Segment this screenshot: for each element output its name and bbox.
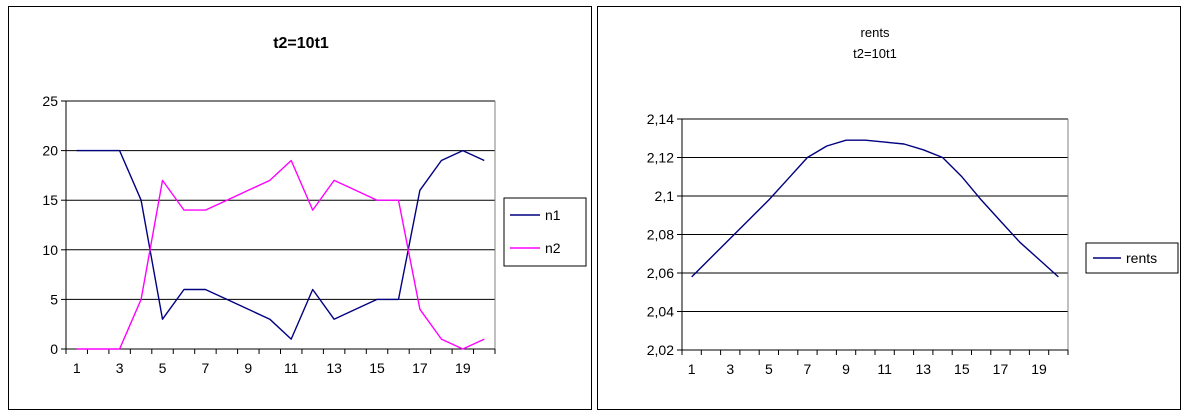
legend-label-n2: n2 bbox=[545, 240, 561, 256]
x-tick-label: 9 bbox=[842, 361, 850, 377]
x-tick-label: 3 bbox=[116, 360, 124, 376]
x-tick-label: 15 bbox=[369, 360, 385, 376]
y-tick-label: 25 bbox=[42, 93, 58, 109]
legend-box bbox=[503, 197, 587, 267]
x-tick-label: 5 bbox=[159, 360, 167, 376]
y-tick-label: 10 bbox=[42, 242, 58, 258]
y-tick-label: 2,14 bbox=[647, 111, 674, 127]
x-tick-label: 7 bbox=[202, 360, 210, 376]
legend: n1 n2 bbox=[503, 197, 587, 267]
y-tick-label: 15 bbox=[42, 192, 58, 208]
y-tick-label: 2,06 bbox=[647, 265, 674, 281]
x-tick-label: 17 bbox=[412, 360, 428, 376]
series-line-rents bbox=[691, 139, 1059, 278]
y-tick-label: 0 bbox=[50, 341, 58, 357]
x-tick-label: 1 bbox=[688, 361, 696, 377]
x-tick-label: 7 bbox=[804, 361, 812, 377]
y-tick-label: 20 bbox=[42, 143, 58, 159]
chart-subtitle: t2=10t1 bbox=[853, 46, 897, 61]
series-line-n2 bbox=[76, 159, 485, 350]
chart-panel-rents: rents t2=10t1 2,02 2,04 2,06 2,08 2,1 2,12 2,1… bbox=[597, 6, 1181, 410]
x-tick-label: 1 bbox=[73, 360, 81, 376]
legend: rents bbox=[1085, 242, 1179, 274]
y-tick-label: 2,02 bbox=[647, 342, 674, 358]
chart-svg-rents: rents t2=10t1 2,02 2,04 2,06 2,08 2,1 2,12 2,1… bbox=[647, 25, 1179, 377]
x-tick-label: 15 bbox=[954, 361, 970, 377]
y-tick-label: 2,12 bbox=[647, 150, 674, 166]
y-tick-label: 2,08 bbox=[647, 227, 674, 243]
chart-title: rents bbox=[861, 25, 890, 40]
legend-label-rents: rents bbox=[1126, 250, 1157, 266]
y-tick-label: 2,1 bbox=[655, 188, 675, 204]
x-tick-label: 11 bbox=[877, 361, 892, 377]
x-tick-label: 11 bbox=[284, 360, 299, 376]
chart-title: t2=10t1 bbox=[273, 35, 329, 52]
x-tick-label: 3 bbox=[726, 361, 734, 377]
legend-label-n1: n1 bbox=[545, 207, 561, 223]
plot-area: 2,022,042,062,082,12,122,141 3 5 7 9 11 13 15 17… bbox=[647, 111, 1069, 377]
y-tick-label: 5 bbox=[50, 291, 58, 307]
x-tick-label: 9 bbox=[244, 360, 252, 376]
x-tick-label: 17 bbox=[993, 361, 1009, 377]
chart-panel-n1-n2: t2=10t1 0 5 10 15 20 25 1 3 5 7 9 11 13 15 17 19 n1 n2 bbox=[8, 6, 592, 410]
x-tick-label: 13 bbox=[326, 360, 342, 376]
series-line-n1 bbox=[76, 149, 485, 340]
x-tick-label: 5 bbox=[765, 361, 773, 377]
y-tick-label: 2,04 bbox=[647, 304, 674, 320]
x-tick-label: 19 bbox=[1031, 361, 1047, 377]
x-tick-label: 19 bbox=[455, 360, 471, 376]
x-tick-label: 13 bbox=[915, 361, 931, 377]
